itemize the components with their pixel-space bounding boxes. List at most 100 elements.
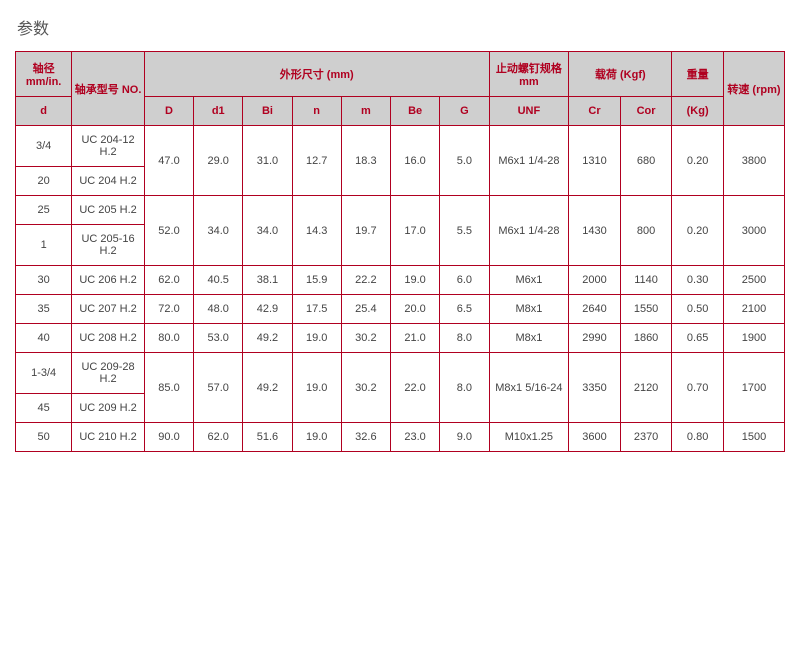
hdr-Cor: Cor bbox=[620, 97, 672, 126]
cell-bearing-no: UC 210 H.2 bbox=[72, 423, 145, 452]
table-row: 25UC 205 H.252.034.034.014.319.717.05.5M… bbox=[16, 196, 785, 225]
hdr-load: 载荷 (Kgf) bbox=[569, 52, 672, 97]
cell-rpm: 1700 bbox=[723, 353, 784, 423]
cell-n: 12.7 bbox=[292, 126, 341, 196]
cell-D: 47.0 bbox=[144, 126, 193, 196]
cell-d1: 29.0 bbox=[194, 126, 243, 196]
cell-Kg: 0.50 bbox=[672, 295, 724, 324]
cell-d: 1 bbox=[16, 225, 72, 266]
cell-G: 5.5 bbox=[440, 196, 489, 266]
cell-D: 80.0 bbox=[144, 324, 193, 353]
cell-Bi: 51.6 bbox=[243, 423, 292, 452]
cell-G: 6.5 bbox=[440, 295, 489, 324]
cell-d: 35 bbox=[16, 295, 72, 324]
cell-G: 8.0 bbox=[440, 353, 489, 423]
hdr-bearing-no: 轴承型号 NO. bbox=[72, 52, 145, 126]
cell-Cr: 1430 bbox=[569, 196, 621, 266]
cell-rpm: 2100 bbox=[723, 295, 784, 324]
cell-D: 72.0 bbox=[144, 295, 193, 324]
cell-rpm: 2500 bbox=[723, 266, 784, 295]
cell-Bi: 31.0 bbox=[243, 126, 292, 196]
spec-table: 轴径 mm/in. 轴承型号 NO. 外形尺寸 (mm) 止动螺钉规格 mm 载… bbox=[15, 51, 785, 452]
table-row: 35UC 207 H.272.048.042.917.525.420.06.5M… bbox=[16, 295, 785, 324]
table-row: 40UC 208 H.280.053.049.219.030.221.08.0M… bbox=[16, 324, 785, 353]
cell-Be: 20.0 bbox=[391, 295, 440, 324]
cell-rpm: 3800 bbox=[723, 126, 784, 196]
hdr-weight: 重量 bbox=[672, 52, 724, 97]
cell-m: 30.2 bbox=[341, 324, 390, 353]
cell-m: 19.7 bbox=[341, 196, 390, 266]
cell-bearing-no: UC 205 H.2 bbox=[72, 196, 145, 225]
hdr-Kg: (Kg) bbox=[672, 97, 724, 126]
cell-Cor: 800 bbox=[620, 196, 672, 266]
table-row: 50UC 210 H.290.062.051.619.032.623.09.0M… bbox=[16, 423, 785, 452]
cell-Cor: 1550 bbox=[620, 295, 672, 324]
cell-bearing-no: UC 206 H.2 bbox=[72, 266, 145, 295]
cell-Bi: 42.9 bbox=[243, 295, 292, 324]
cell-rpm: 1500 bbox=[723, 423, 784, 452]
cell-Bi: 49.2 bbox=[243, 353, 292, 423]
cell-UNF: M6x1 bbox=[489, 266, 569, 295]
cell-D: 85.0 bbox=[144, 353, 193, 423]
cell-Kg: 0.80 bbox=[672, 423, 724, 452]
cell-G: 6.0 bbox=[440, 266, 489, 295]
cell-D: 90.0 bbox=[144, 423, 193, 452]
cell-bearing-no: UC 209-28 H.2 bbox=[72, 353, 145, 394]
hdr-Be: Be bbox=[391, 97, 440, 126]
cell-Cr: 2990 bbox=[569, 324, 621, 353]
cell-Kg: 0.30 bbox=[672, 266, 724, 295]
cell-bearing-no: UC 209 H.2 bbox=[72, 394, 145, 423]
hdr-Cr: Cr bbox=[569, 97, 621, 126]
hdr-UNF: UNF bbox=[489, 97, 569, 126]
cell-D: 52.0 bbox=[144, 196, 193, 266]
cell-d1: 53.0 bbox=[194, 324, 243, 353]
table-body: 3/4UC 204-12 H.247.029.031.012.718.316.0… bbox=[16, 126, 785, 452]
cell-D: 62.0 bbox=[144, 266, 193, 295]
cell-bearing-no: UC 205-16 H.2 bbox=[72, 225, 145, 266]
cell-G: 9.0 bbox=[440, 423, 489, 452]
cell-d: 25 bbox=[16, 196, 72, 225]
cell-Kg: 0.65 bbox=[672, 324, 724, 353]
cell-rpm: 3000 bbox=[723, 196, 784, 266]
cell-d: 20 bbox=[16, 167, 72, 196]
cell-Be: 21.0 bbox=[391, 324, 440, 353]
cell-UNF: M10x1.25 bbox=[489, 423, 569, 452]
cell-n: 19.0 bbox=[292, 423, 341, 452]
hdr-Bi: Bi bbox=[243, 97, 292, 126]
cell-m: 32.6 bbox=[341, 423, 390, 452]
cell-Cor: 680 bbox=[620, 126, 672, 196]
cell-m: 18.3 bbox=[341, 126, 390, 196]
cell-Be: 16.0 bbox=[391, 126, 440, 196]
cell-Cr: 3600 bbox=[569, 423, 621, 452]
cell-Bi: 49.2 bbox=[243, 324, 292, 353]
cell-Be: 17.0 bbox=[391, 196, 440, 266]
hdr-dimensions: 外形尺寸 (mm) bbox=[144, 52, 489, 97]
cell-d: 30 bbox=[16, 266, 72, 295]
hdr-m: m bbox=[341, 97, 390, 126]
cell-Cor: 2120 bbox=[620, 353, 672, 423]
cell-m: 22.2 bbox=[341, 266, 390, 295]
cell-UNF: M8x1 5/16-24 bbox=[489, 353, 569, 423]
cell-n: 14.3 bbox=[292, 196, 341, 266]
cell-UNF: M6x1 1/4-28 bbox=[489, 196, 569, 266]
cell-n: 19.0 bbox=[292, 353, 341, 423]
cell-n: 19.0 bbox=[292, 324, 341, 353]
cell-Kg: 0.70 bbox=[672, 353, 724, 423]
cell-n: 15.9 bbox=[292, 266, 341, 295]
cell-Cr: 2640 bbox=[569, 295, 621, 324]
cell-d1: 34.0 bbox=[194, 196, 243, 266]
cell-UNF: M8x1 bbox=[489, 295, 569, 324]
cell-d: 40 bbox=[16, 324, 72, 353]
cell-bearing-no: UC 204 H.2 bbox=[72, 167, 145, 196]
cell-Cor: 1860 bbox=[620, 324, 672, 353]
hdr-d1: d1 bbox=[194, 97, 243, 126]
cell-m: 30.2 bbox=[341, 353, 390, 423]
cell-Bi: 38.1 bbox=[243, 266, 292, 295]
hdr-speed: 转速 (rpm) bbox=[723, 52, 784, 126]
cell-G: 5.0 bbox=[440, 126, 489, 196]
cell-Cr: 1310 bbox=[569, 126, 621, 196]
hdr-shaft-dia: 轴径 mm/in. bbox=[16, 52, 72, 97]
cell-Kg: 0.20 bbox=[672, 126, 724, 196]
cell-m: 25.4 bbox=[341, 295, 390, 324]
cell-Cor: 2370 bbox=[620, 423, 672, 452]
